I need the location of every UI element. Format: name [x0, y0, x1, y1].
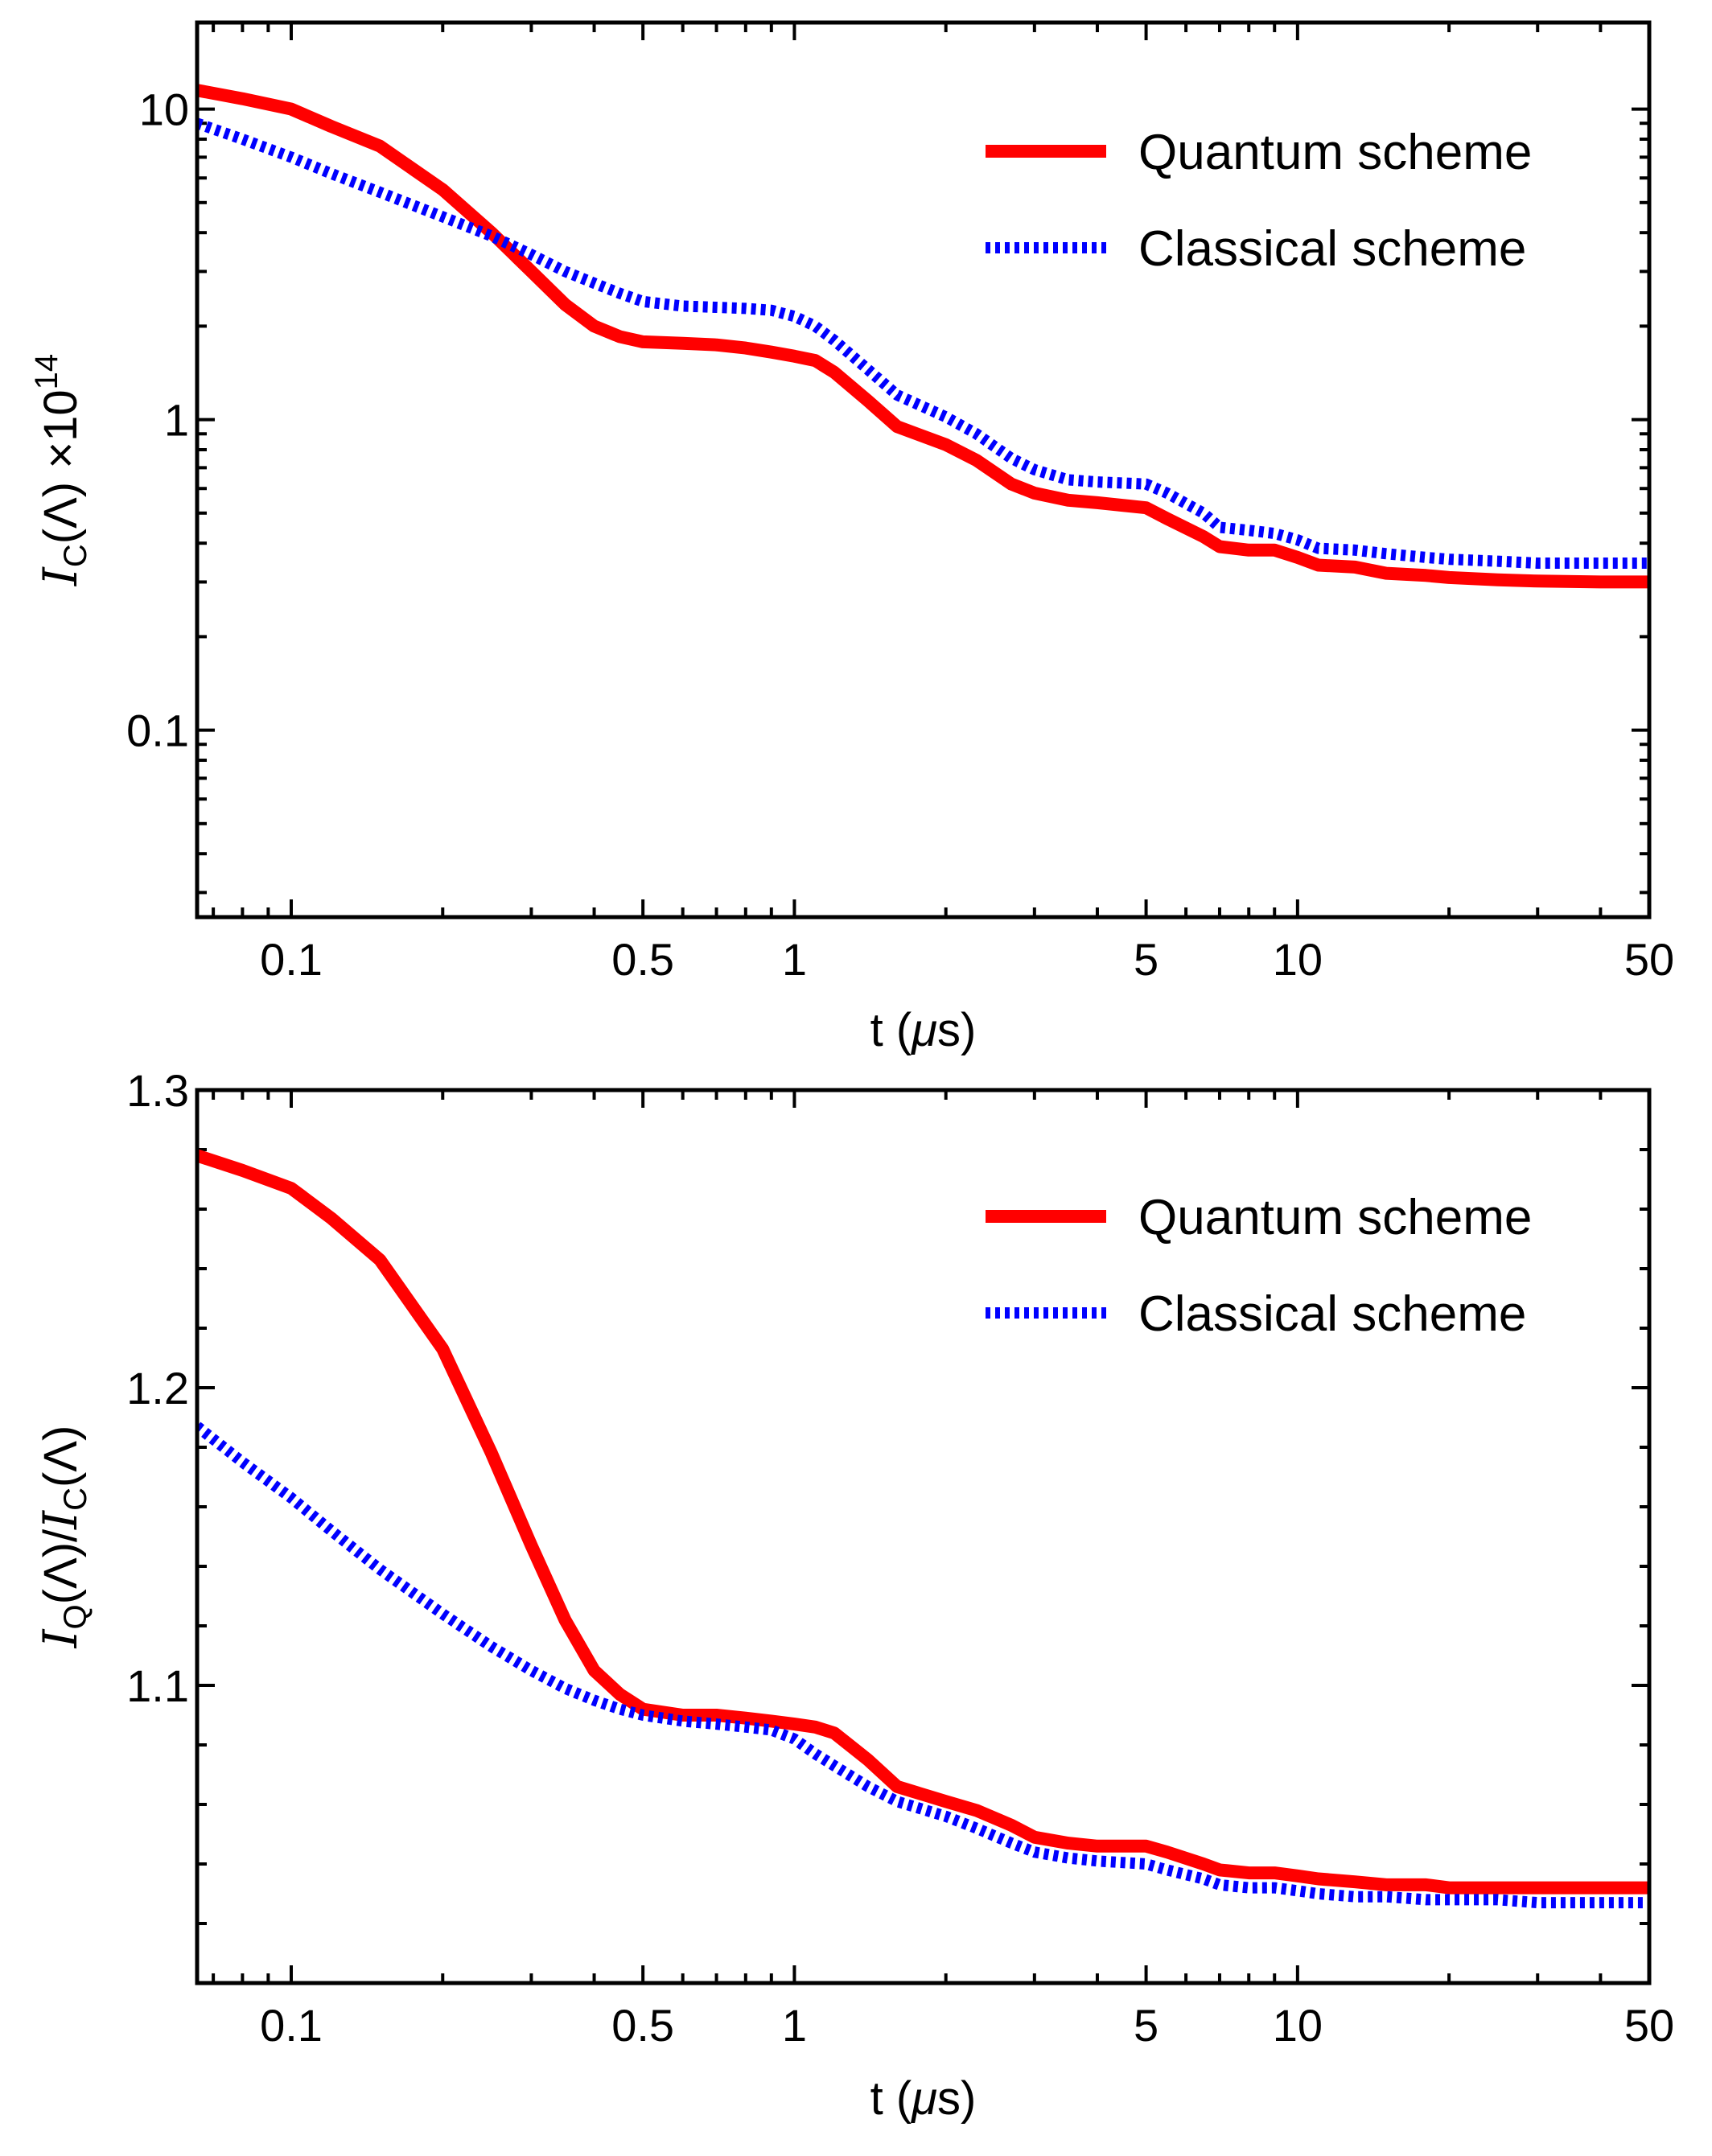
x-title-end: s): [937, 2072, 976, 2125]
x-tick-label: 0.1: [260, 2000, 323, 2051]
x-tick-label: 0.1: [260, 934, 323, 985]
y-title-symbol: I: [33, 566, 88, 586]
y-title-sub: C: [58, 544, 93, 567]
y-title-sub: Q: [58, 1604, 93, 1629]
y-title-arg2: (Λ): [35, 1426, 87, 1487]
x-tick-label: 1: [782, 934, 807, 985]
chart-panel-2: 0.1 0.5 1 5 10 50 1.1 1.2 1.3 Quantum scheme Class…: [33, 1065, 1674, 2125]
legend: Quantum scheme Classical scheme: [986, 125, 1532, 277]
x-tick-label: 5: [1134, 2000, 1158, 2051]
x-tick-label: 0.5: [611, 934, 674, 985]
y-title-symbol2: I: [33, 1510, 88, 1530]
x-title-main: t (: [870, 1004, 912, 1056]
y-title-sub2: C: [58, 1487, 93, 1511]
x-tick-label: 10: [1273, 2000, 1323, 2051]
x-tick-label: 50: [1624, 2000, 1674, 2051]
x-title-mu: μ: [910, 1004, 937, 1056]
y-tick-label: 1.1: [126, 1660, 189, 1711]
classical-scheme-line: [197, 117, 1649, 569]
x-tick-label: 50: [1624, 934, 1674, 985]
x-title-end: s): [937, 1004, 976, 1056]
classical-scheme-line: [197, 1422, 1649, 1909]
x-tick-label: 1: [782, 2000, 807, 2051]
y-tick-label: 1.2: [126, 1363, 189, 1413]
legend-label: Classical scheme: [1138, 221, 1526, 277]
y-title-arg: (Λ)/: [35, 1529, 87, 1604]
y-title-arg: (Λ) ×10: [35, 389, 87, 544]
plot-frame: [195, 20, 1652, 920]
y-tick-label: 1.3: [126, 1065, 189, 1116]
quantum-scheme-line: [197, 84, 1649, 589]
x-axis-title: t (μs): [870, 1004, 977, 1056]
x-tick-label: 5: [1134, 934, 1158, 985]
legend-label: Quantum scheme: [1138, 125, 1532, 180]
y-tick-label: 1: [164, 395, 189, 446]
y-axis-title: IQ(Λ)/IC(Λ): [33, 1426, 93, 1649]
quantum-scheme-line: [197, 1149, 1649, 1895]
x-tick-label: 10: [1273, 934, 1323, 985]
legend-label: Quantum scheme: [1138, 1190, 1532, 1245]
y-title-sup: 14: [29, 354, 64, 390]
plot-frame: [195, 1088, 1652, 1985]
x-tick-label: 0.5: [611, 2000, 674, 2051]
y-title-symbol: I: [33, 1628, 88, 1648]
y-tick-label: 10: [139, 84, 189, 135]
x-title-main: t (: [870, 2072, 912, 2125]
y-axis-title: IC(Λ) ×1014: [29, 354, 93, 586]
y-tick-label: 0.1: [126, 706, 189, 756]
x-axis-title: t (μs): [870, 2072, 977, 2125]
legend: Quantum scheme Classical scheme: [986, 1190, 1532, 1342]
chart-panel-1: 0.1 0.5 1 5 10 50 0.1 1 10 Quantum scheme Classica…: [29, 20, 1674, 1056]
legend-label: Classical scheme: [1138, 1286, 1526, 1342]
x-title-mu: μ: [910, 2072, 937, 2125]
